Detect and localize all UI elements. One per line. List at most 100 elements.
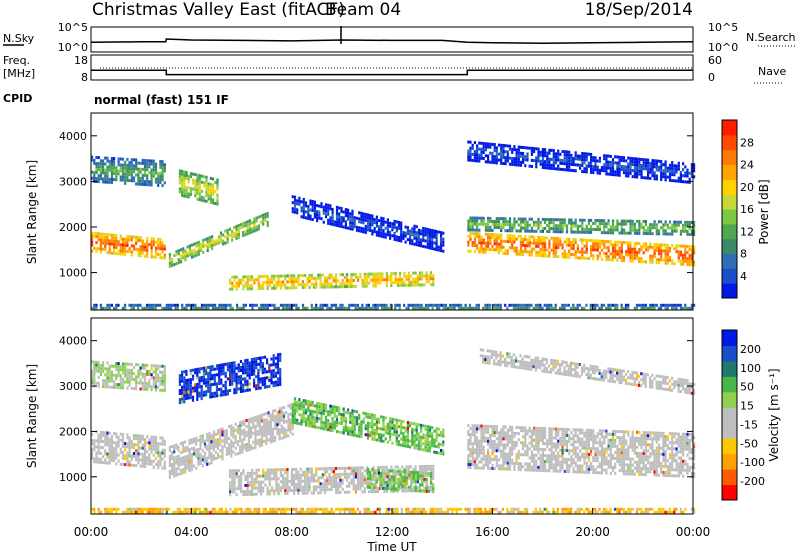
power-cell-767 — [511, 246, 514, 250]
power-cell-0 — [91, 231, 94, 235]
velocity-cell-205 — [148, 447, 151, 451]
power-cell-288 — [237, 236, 240, 239]
power-cell-1689 — [137, 176, 140, 180]
velocity-cell-1475 — [425, 471, 428, 475]
power-cell-1899 — [469, 149, 472, 153]
power-cell-482 — [319, 279, 322, 283]
power-cell-85 — [124, 249, 127, 253]
power-cell-782 — [519, 240, 523, 244]
velocity-cell-985 — [310, 491, 313, 495]
power-cell-800 — [526, 250, 529, 254]
power-cell-1502 — [668, 220, 672, 224]
power-cell-769 — [513, 237, 516, 241]
velocity-cell-1666 — [500, 440, 503, 444]
power-cell-314 — [253, 223, 256, 227]
velocity-cell-750 — [233, 475, 236, 479]
power-cell-2554 — [349, 221, 352, 225]
velocity-cell-1267 — [410, 465, 413, 469]
power-cell-2796 — [108, 303, 111, 307]
power-cell-282 — [235, 233, 238, 237]
power-cell-1822 — [194, 188, 197, 192]
power-cell-2583 — [362, 215, 365, 219]
power-cell-2621 — [375, 233, 378, 237]
velocity-cell-451 — [219, 428, 222, 432]
velocity-cell-1187 — [381, 465, 384, 469]
power-cell-283 — [235, 236, 238, 240]
power-cell-605 — [396, 278, 399, 281]
velocity-cell-1647 — [495, 449, 498, 453]
power-cell-2994 — [407, 303, 410, 307]
power-cell-1948 — [491, 151, 494, 155]
power-cell-2392 — [677, 164, 680, 168]
power-cell-1990 — [508, 144, 512, 148]
power-cell-2306 — [642, 158, 645, 162]
power-cell-28 — [102, 241, 105, 245]
power-cell-1188 — [476, 216, 479, 220]
power-cell-1530 — [686, 223, 689, 227]
power-cell-658 — [427, 277, 430, 281]
power-cell-2240 — [616, 170, 619, 174]
velocity-cell-1282 — [414, 468, 417, 472]
power-cell-2690 — [406, 229, 409, 233]
power-cell-2663 — [393, 234, 396, 238]
power-cell-2376 — [671, 161, 674, 165]
power-cell-3129 — [600, 306, 603, 310]
velocity-cell-851 — [268, 477, 271, 481]
velocity-cell-1621 — [491, 434, 494, 437]
velocity-cell-810 — [253, 486, 256, 490]
power-cell-2228 — [611, 164, 615, 168]
power-cell-2148 — [576, 154, 579, 158]
velocity-cell-840 — [264, 483, 267, 487]
velocity-cell-458 — [219, 455, 222, 459]
power-cell-2231 — [611, 173, 615, 177]
power-cell-1790 — [183, 179, 186, 183]
power-cell-59 — [115, 234, 118, 237]
power-cell-899 — [570, 243, 573, 247]
velocity-cell-555 — [247, 427, 250, 431]
power-cell-3118 — [583, 306, 586, 310]
power-cell-2370 — [668, 163, 672, 167]
power-cell-1382 — [592, 228, 595, 231]
power-cell-740 — [497, 248, 501, 252]
power-cell-2320 — [647, 170, 650, 174]
velocity-cell-577 — [252, 446, 255, 450]
power-cell-620 — [405, 274, 408, 278]
power-cell-2162 — [583, 155, 586, 159]
power-cell-2790 — [99, 303, 102, 307]
power-cell-1750 — [157, 180, 160, 184]
power-cell-312 — [253, 217, 256, 221]
power-cell-2341 — [655, 162, 658, 166]
velocity-cell-1590 — [484, 439, 487, 443]
power-cell-3187 — [686, 306, 689, 310]
power-cell-1332 — [561, 221, 564, 225]
velocity-cell-1096 — [350, 472, 353, 476]
power-cell-2208 — [605, 154, 608, 158]
velocity-cell-434 — [212, 448, 215, 452]
velocity-cell-48 — [104, 449, 107, 453]
power-cell-1656 — [126, 172, 129, 176]
power-cell-2959 — [354, 306, 357, 310]
power-cell-2008 — [515, 160, 518, 164]
velocity-cell-142 — [130, 454, 133, 458]
velocity-cell-135 — [128, 451, 131, 455]
power-cell-106 — [135, 241, 138, 245]
power-cell-1112 — [666, 258, 669, 262]
power-cell-716 — [489, 233, 492, 236]
power-cell-2730 — [422, 238, 425, 242]
power-cell-1627 — [117, 160, 120, 164]
power-cell-3159 — [649, 303, 652, 307]
velocity-cell-1584 — [482, 463, 485, 467]
velocity-cell-185 — [141, 464, 144, 468]
power-cell-834 — [541, 239, 544, 243]
velocity-cell-764 — [237, 481, 240, 485]
power-cell-1643 — [121, 178, 125, 182]
velocity-cell-404 — [206, 444, 209, 448]
power-cell-578 — [376, 281, 380, 285]
power-cell-2417 — [690, 169, 693, 173]
velocity-cell-657 — [271, 430, 275, 434]
power-cell-428 — [286, 274, 289, 278]
velocity-cell-427 — [210, 461, 213, 465]
velocity-cell-760 — [235, 493, 238, 497]
power-cell-55 — [113, 242, 116, 246]
power-cell-681 — [473, 238, 476, 242]
